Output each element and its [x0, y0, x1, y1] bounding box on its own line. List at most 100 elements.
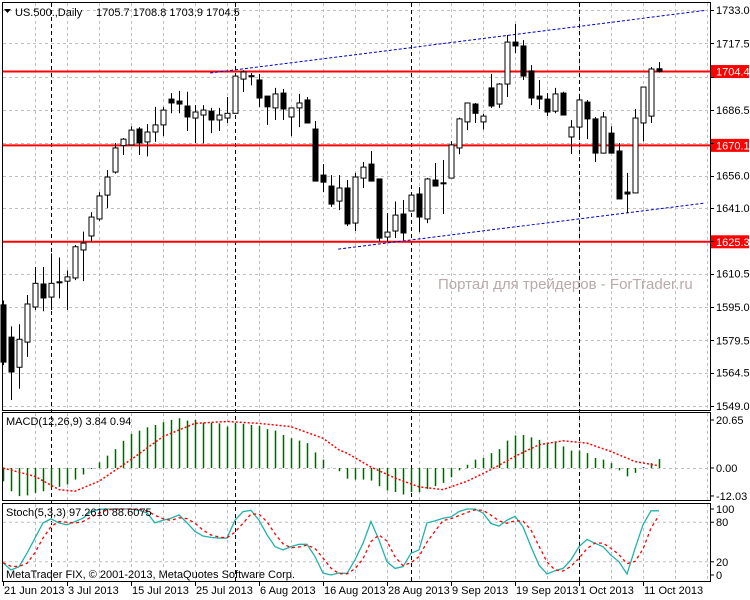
trend-channel[interactable]	[210, 9, 706, 250]
candle-bullish	[360, 166, 367, 179]
price-axis-label: 1717.5	[716, 38, 750, 50]
stoch-title: Stoch(5,3,3) 97.2610 88.6075	[6, 507, 152, 519]
candle-bearish	[304, 99, 311, 124]
candle-bullish	[576, 99, 583, 128]
candle-bearish	[176, 100, 183, 105]
trend-channel-line[interactable]	[210, 9, 706, 74]
candle-bullish	[80, 242, 87, 251]
candle-bullish	[384, 231, 391, 238]
candle-bullish	[352, 176, 359, 224]
level-price-badge	[711, 65, 749, 79]
candle-bearish	[8, 336, 15, 373]
candle-bullish	[224, 112, 231, 119]
candle-bearish	[184, 105, 191, 118]
candle-bullish	[216, 114, 223, 121]
candle-bullish	[64, 276, 71, 282]
date-axis-label: 25 Jul 2013	[196, 585, 253, 597]
candle-bullish	[480, 115, 487, 123]
candle-bearish	[264, 95, 271, 108]
candle-bearish	[368, 163, 375, 182]
candle-bullish	[424, 178, 431, 220]
candle-bearish	[616, 150, 623, 200]
price-axis-label: 1610.5	[716, 269, 750, 281]
candle-bearish	[584, 101, 591, 120]
price-axis-label: 1549.0	[716, 401, 750, 413]
level-price-label: 1625.3	[716, 237, 750, 249]
candle-bearish	[432, 179, 439, 187]
trend-channel-line[interactable]	[338, 202, 706, 250]
candles	[0, 23, 663, 400]
macd-signal-line	[2, 420, 660, 493]
price-axis-label: 1733.0	[716, 5, 750, 17]
candle-bullish	[552, 93, 559, 112]
stoch-axis-label: 80	[716, 517, 728, 529]
candle-bullish	[456, 118, 463, 149]
candle-bearish	[608, 132, 615, 154]
candle-bullish	[600, 116, 607, 154]
date-axis-label: 11 Oct 2013	[644, 585, 703, 597]
candle-bullish	[88, 216, 95, 237]
triangle-down-icon[interactable]	[4, 9, 11, 13]
date-axis-label: 3 Jul 2013	[68, 585, 119, 597]
candle-bearish	[416, 193, 423, 218]
candle-bullish	[24, 303, 31, 343]
copyright-text: MetaTrader FIX, © 2001-2013, MetaQuotes …	[6, 569, 295, 581]
candle-bearish	[320, 174, 327, 183]
candle-bullish	[296, 102, 303, 109]
macd-title: MACD(12,26,9) 3.84 0.94	[6, 416, 131, 428]
candle-bullish	[144, 131, 151, 143]
date-axis-label: 1 Oct 2013	[580, 585, 634, 597]
candle-bearish	[256, 79, 263, 99]
stoch-main-line	[2, 508, 659, 576]
macd-panel-border	[2, 412, 711, 501]
candle-bearish	[592, 118, 599, 154]
candle-bearish	[312, 128, 319, 182]
candle-bullish	[272, 93, 279, 109]
level-price-label: 1670.1	[716, 140, 750, 152]
candle-bullish	[48, 282, 55, 298]
stoch-panel	[2, 508, 710, 576]
candle-bearish	[376, 178, 383, 239]
watermark-text: Портал для трейдеров - ForTrader.ru	[438, 276, 693, 293]
price-axis-label: 1579.5	[716, 335, 750, 347]
ohlc-label: 1705.7 1708.8 1703.9 1704.5	[96, 7, 240, 19]
candle-bullish	[32, 282, 39, 308]
candle-bearish	[488, 87, 495, 107]
stoch-axis-label: 20	[716, 557, 728, 569]
level-price-badge	[711, 138, 749, 152]
macd-panel	[2, 418, 710, 497]
candle-bearish	[544, 98, 551, 113]
date-axis-label: 15 Jul 2013	[132, 585, 189, 597]
date-axis-label: 28 Aug 2013	[388, 585, 450, 597]
candle-bullish	[408, 194, 415, 212]
candle-bearish	[40, 283, 47, 299]
price-axis-label: 1595.0	[716, 302, 750, 314]
candle-bullish	[56, 281, 63, 284]
level-price-label: 1704.4	[716, 67, 750, 79]
price-axis-label: 1564.5	[716, 368, 750, 380]
macd-axis-label: 20.65	[716, 415, 744, 427]
candle-bearish	[656, 68, 663, 72]
candle-bearish	[0, 304, 7, 363]
date-axis-label: 6 Aug 2013	[260, 585, 316, 597]
price-axis-label: 1656.0	[716, 171, 750, 183]
candle-bullish	[640, 86, 647, 124]
price-axis-label: 1641.0	[716, 203, 750, 215]
main-panel-border	[2, 2, 711, 411]
symbol-label: US.500.,Daily	[15, 7, 83, 19]
candle-bullish	[568, 126, 575, 138]
axes: 1733.0 1717.5 1686.5 1656.0 1641.0 1610.5 1595…	[3, 5, 750, 597]
candle-bullish	[160, 109, 167, 126]
candle-bearish	[328, 185, 335, 205]
candle-bearish	[536, 95, 543, 100]
candle-bullish	[96, 195, 103, 220]
candle-bullish	[152, 124, 159, 133]
candle-bearish	[280, 92, 287, 110]
candle-bullish	[504, 41, 511, 85]
candle-bullish	[248, 75, 255, 78]
macd-axis-label: 0.00	[716, 463, 737, 475]
candle-bullish	[632, 117, 639, 194]
date-axis-label: 19 Sep 2013	[516, 585, 578, 597]
stoch-signal-line	[2, 508, 660, 575]
